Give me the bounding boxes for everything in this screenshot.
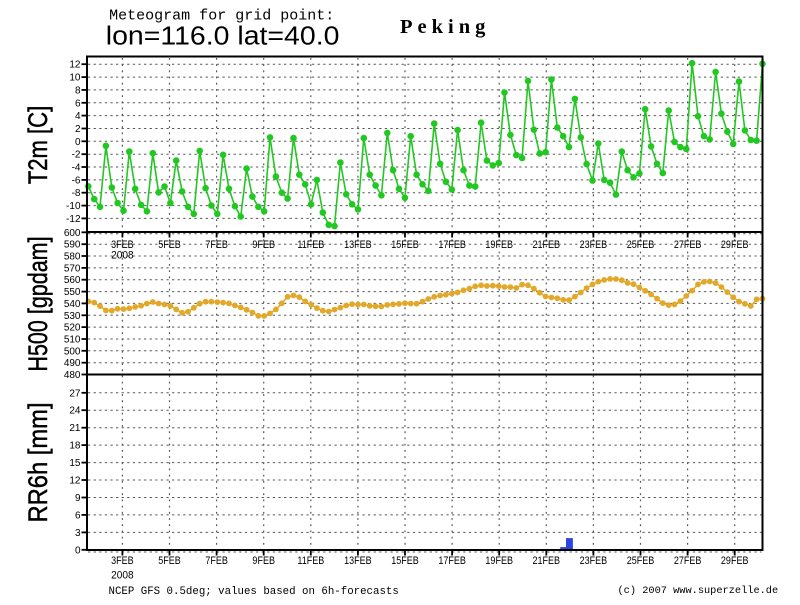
svg-text:3FEB: 3FEB — [111, 555, 134, 567]
svg-text:27FEB: 27FEB — [674, 239, 702, 251]
svg-text:3FEB: 3FEB — [111, 239, 134, 251]
svg-text:RR6h [mm]: RR6h [mm] — [24, 402, 54, 522]
svg-text:11FEB: 11FEB — [297, 555, 324, 567]
svg-text:NCEP GFS 0.5deg; values based: NCEP GFS 0.5deg; values based on 6h-fore… — [109, 586, 399, 598]
svg-text:25FEB: 25FEB — [627, 239, 655, 251]
svg-text:9FEB: 9FEB — [252, 555, 275, 567]
svg-text:4: 4 — [75, 111, 81, 122]
svg-text:5FEB: 5FEB — [158, 239, 181, 251]
svg-text:17FEB: 17FEB — [438, 239, 466, 251]
svg-text:15FEB: 15FEB — [391, 555, 419, 567]
svg-text:27FEB: 27FEB — [674, 555, 702, 567]
svg-text:580: 580 — [64, 252, 81, 263]
svg-text:25FEB: 25FEB — [627, 555, 655, 567]
svg-text:9FEB: 9FEB — [252, 239, 275, 251]
svg-text:540: 540 — [64, 299, 81, 310]
svg-text:19FEB: 19FEB — [485, 555, 513, 567]
svg-text:5FEB: 5FEB — [158, 555, 181, 567]
svg-text:0: 0 — [75, 545, 81, 556]
svg-text:12: 12 — [69, 476, 81, 487]
svg-text:19FEB: 19FEB — [485, 239, 513, 251]
svg-text:-4: -4 — [72, 163, 81, 174]
svg-text:530: 530 — [64, 311, 81, 322]
svg-text:6: 6 — [75, 98, 81, 109]
svg-text:480: 480 — [64, 370, 81, 381]
svg-text:23FEB: 23FEB — [580, 239, 608, 251]
svg-text:6: 6 — [75, 510, 81, 521]
svg-text:490: 490 — [64, 358, 81, 369]
svg-text:Peking: Peking — [400, 16, 490, 38]
svg-text:520: 520 — [64, 323, 81, 334]
svg-text:15: 15 — [69, 458, 81, 469]
svg-text:21: 21 — [69, 423, 81, 434]
svg-text:9: 9 — [75, 493, 81, 504]
svg-text:H500 [gpdam]: H500 [gpdam] — [24, 236, 54, 371]
svg-text:2: 2 — [75, 124, 81, 135]
svg-text:510: 510 — [64, 335, 81, 346]
svg-text:7FEB: 7FEB — [205, 239, 228, 251]
svg-text:3: 3 — [75, 528, 81, 539]
svg-text:570: 570 — [64, 263, 81, 274]
svg-text:11FEB: 11FEB — [297, 239, 324, 251]
svg-text:24: 24 — [69, 406, 81, 417]
svg-text:Meteogram for grid point:: Meteogram for grid point: — [109, 7, 334, 24]
svg-text:15FEB: 15FEB — [391, 239, 419, 251]
svg-text:8: 8 — [75, 85, 81, 96]
svg-text:lon=116.0 lat=40.0: lon=116.0 lat=40.0 — [106, 21, 340, 51]
svg-text:23FEB: 23FEB — [580, 555, 608, 567]
svg-text:600: 600 — [64, 228, 81, 239]
svg-text:0: 0 — [75, 137, 81, 148]
svg-text:21FEB: 21FEB — [533, 555, 561, 567]
svg-text:17FEB: 17FEB — [438, 555, 466, 567]
svg-text:T2m [C]: T2m [C] — [24, 106, 54, 185]
svg-text:-6: -6 — [72, 175, 81, 186]
svg-text:29FEB: 29FEB — [721, 555, 749, 567]
svg-text:-12: -12 — [66, 214, 81, 225]
svg-text:10: 10 — [69, 73, 81, 84]
svg-text:-10: -10 — [66, 201, 81, 212]
svg-text:21FEB: 21FEB — [533, 239, 561, 251]
svg-text:13FEB: 13FEB — [344, 239, 372, 251]
svg-text:590: 590 — [64, 240, 81, 251]
svg-text:(c) 2007 www.superzelle.de: (c) 2007 www.superzelle.de — [618, 585, 779, 597]
svg-text:29FEB: 29FEB — [721, 239, 749, 251]
svg-text:7FEB: 7FEB — [205, 555, 228, 567]
svg-text:2008: 2008 — [111, 249, 134, 261]
svg-text:2008: 2008 — [111, 569, 134, 581]
svg-text:550: 550 — [64, 287, 81, 298]
svg-text:560: 560 — [64, 275, 81, 286]
svg-text:12: 12 — [69, 60, 81, 71]
svg-text:13FEB: 13FEB — [344, 555, 372, 567]
svg-text:27: 27 — [69, 388, 81, 399]
svg-text:-8: -8 — [72, 188, 81, 199]
svg-text:-2: -2 — [72, 150, 81, 161]
svg-text:500: 500 — [64, 346, 81, 357]
svg-text:18: 18 — [69, 441, 81, 452]
